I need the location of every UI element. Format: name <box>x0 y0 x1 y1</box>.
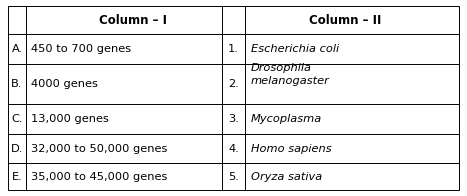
Text: 32,000 to 50,000 genes: 32,000 to 50,000 genes <box>31 144 168 154</box>
Text: D.: D. <box>11 144 23 154</box>
Text: Drosophila
melanogaster: Drosophila melanogaster <box>251 63 330 86</box>
Text: Homo sapiens: Homo sapiens <box>251 144 332 154</box>
Text: Escherichia coli: Escherichia coli <box>251 44 339 54</box>
Text: 4000 genes: 4000 genes <box>31 79 98 89</box>
Text: Column – I: Column – I <box>99 14 167 27</box>
Text: 2.: 2. <box>228 79 239 89</box>
Text: 5.: 5. <box>228 172 239 182</box>
Text: 4.: 4. <box>228 144 239 154</box>
Text: 450 to 700 genes: 450 to 700 genes <box>31 44 131 54</box>
Text: A.: A. <box>12 44 22 54</box>
Text: Column – II: Column – II <box>309 14 381 27</box>
Text: C.: C. <box>11 114 23 124</box>
Text: Oryza sativa: Oryza sativa <box>251 172 322 182</box>
Text: Mycoplasma: Mycoplasma <box>251 114 322 124</box>
Text: E.: E. <box>12 172 22 182</box>
Text: 3.: 3. <box>228 114 239 124</box>
Text: 1.: 1. <box>228 44 239 54</box>
Text: B.: B. <box>11 79 23 89</box>
Text: 35,000 to 45,000 genes: 35,000 to 45,000 genes <box>31 172 168 182</box>
Text: 13,000 genes: 13,000 genes <box>31 114 109 124</box>
